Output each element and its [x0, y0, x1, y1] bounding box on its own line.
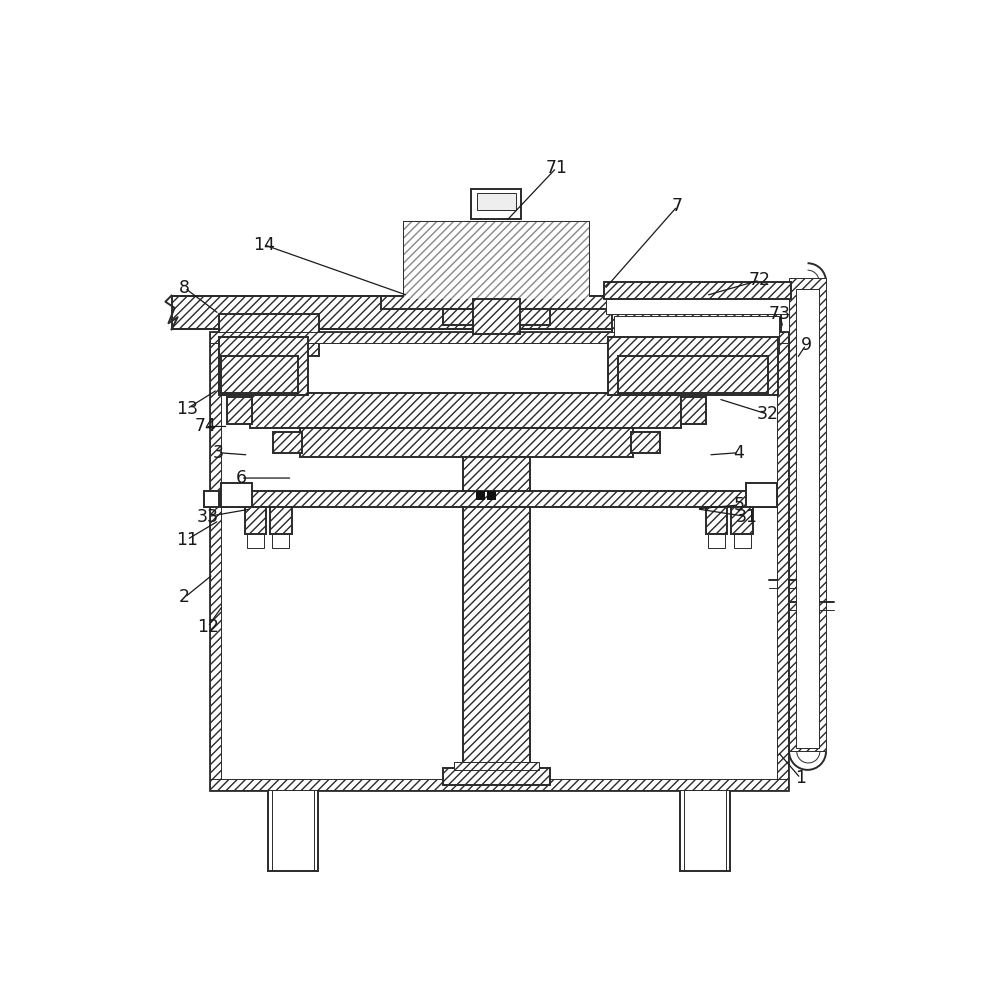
- Bar: [221, 483, 251, 507]
- Bar: [607, 337, 776, 395]
- Bar: [630, 432, 659, 453]
- Bar: [221, 491, 776, 507]
- Bar: [210, 332, 221, 790]
- Text: 8: 8: [179, 279, 190, 297]
- Bar: [603, 282, 790, 299]
- Bar: [613, 316, 778, 353]
- Text: 71: 71: [545, 159, 567, 177]
- Bar: [404, 222, 588, 299]
- Bar: [219, 337, 307, 395]
- Bar: [708, 534, 725, 548]
- Bar: [300, 428, 632, 457]
- Text: 5: 5: [733, 496, 744, 514]
- Text: 32: 32: [755, 405, 777, 423]
- Bar: [470, 189, 521, 219]
- Text: 11: 11: [176, 531, 198, 549]
- Bar: [171, 296, 650, 329]
- Text: 7: 7: [671, 197, 682, 215]
- Bar: [204, 491, 219, 507]
- Bar: [473, 299, 519, 334]
- Text: 33: 33: [197, 508, 219, 526]
- Bar: [442, 309, 550, 325]
- Bar: [273, 432, 301, 453]
- Bar: [404, 222, 588, 299]
- Bar: [788, 278, 825, 751]
- Text: 2: 2: [179, 588, 190, 606]
- Bar: [705, 507, 727, 534]
- Bar: [605, 299, 788, 314]
- Bar: [210, 332, 786, 790]
- Bar: [746, 483, 776, 507]
- Bar: [487, 491, 496, 500]
- Bar: [776, 332, 786, 790]
- Bar: [617, 356, 767, 393]
- Bar: [247, 534, 263, 548]
- Bar: [611, 314, 780, 356]
- Bar: [269, 507, 291, 534]
- Text: 14: 14: [252, 236, 274, 254]
- Bar: [210, 332, 786, 343]
- Text: 9: 9: [799, 336, 811, 354]
- Bar: [381, 296, 642, 309]
- Bar: [221, 356, 297, 393]
- Text: 3: 3: [212, 444, 223, 462]
- Bar: [475, 491, 484, 500]
- Bar: [462, 457, 530, 491]
- Text: 73: 73: [768, 305, 790, 323]
- Bar: [733, 534, 749, 548]
- Bar: [272, 534, 289, 548]
- Text: 74: 74: [194, 417, 216, 435]
- Text: 1: 1: [794, 769, 805, 787]
- Text: 12: 12: [197, 618, 219, 636]
- Text: 6: 6: [235, 469, 247, 487]
- Bar: [219, 314, 319, 356]
- Text: 4: 4: [733, 444, 744, 462]
- Text: 72: 72: [748, 271, 770, 289]
- Bar: [453, 762, 539, 770]
- Bar: [795, 289, 818, 748]
- Bar: [227, 397, 251, 424]
- Bar: [731, 507, 752, 534]
- Bar: [442, 768, 550, 785]
- Text: 31: 31: [735, 508, 757, 526]
- Bar: [249, 393, 681, 428]
- Bar: [679, 790, 729, 871]
- Bar: [245, 507, 266, 534]
- Bar: [477, 193, 515, 210]
- Bar: [462, 507, 530, 768]
- Text: 13: 13: [176, 400, 198, 418]
- Bar: [210, 779, 786, 790]
- Bar: [267, 790, 317, 871]
- Bar: [681, 397, 705, 424]
